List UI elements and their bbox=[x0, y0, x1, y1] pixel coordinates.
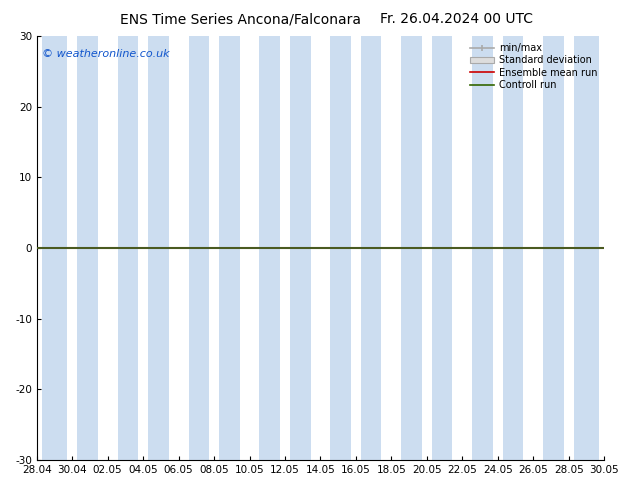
Bar bbox=[503, 36, 523, 460]
Bar bbox=[77, 36, 98, 460]
Bar bbox=[401, 36, 422, 460]
Bar bbox=[219, 36, 240, 460]
Bar bbox=[330, 36, 351, 460]
Bar bbox=[148, 36, 169, 460]
Legend: min/max, Standard deviation, Ensemble mean run, Controll run: min/max, Standard deviation, Ensemble me… bbox=[466, 39, 601, 94]
Bar bbox=[47, 36, 67, 460]
Bar bbox=[579, 36, 599, 460]
Bar bbox=[42, 36, 62, 460]
Text: © weatheronline.co.uk: © weatheronline.co.uk bbox=[42, 49, 170, 59]
Bar bbox=[609, 36, 630, 460]
Bar bbox=[361, 36, 382, 460]
Bar bbox=[472, 36, 493, 460]
Bar bbox=[432, 36, 453, 460]
Bar bbox=[259, 36, 280, 460]
Bar bbox=[188, 36, 209, 460]
Text: ENS Time Series Ancona/Falconara: ENS Time Series Ancona/Falconara bbox=[120, 12, 361, 26]
Bar bbox=[574, 36, 594, 460]
Bar bbox=[290, 36, 311, 460]
Bar bbox=[11, 36, 32, 460]
Bar bbox=[117, 36, 138, 460]
Bar bbox=[543, 36, 564, 460]
Text: Fr. 26.04.2024 00 UTC: Fr. 26.04.2024 00 UTC bbox=[380, 12, 533, 26]
